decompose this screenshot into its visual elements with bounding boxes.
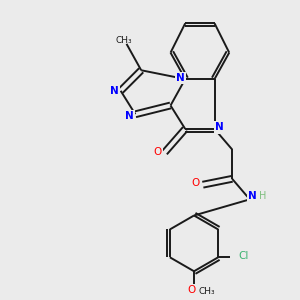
- Text: O: O: [187, 285, 195, 295]
- Text: N: N: [110, 86, 119, 96]
- Text: H: H: [259, 191, 267, 201]
- Text: Cl: Cl: [238, 251, 248, 261]
- Text: N: N: [249, 191, 256, 201]
- Text: O: O: [191, 178, 200, 188]
- Text: N: N: [126, 111, 133, 121]
- Text: O: O: [191, 178, 200, 188]
- Text: CH₃: CH₃: [199, 287, 215, 296]
- Text: O: O: [187, 285, 195, 295]
- Text: N: N: [248, 191, 257, 201]
- Text: N: N: [176, 73, 185, 82]
- Text: N: N: [125, 111, 134, 121]
- Text: CH₃: CH₃: [115, 36, 132, 45]
- Text: N: N: [111, 86, 119, 96]
- Text: O: O: [153, 147, 162, 158]
- Text: N: N: [214, 122, 223, 133]
- Text: N: N: [176, 73, 185, 82]
- Text: N: N: [214, 122, 223, 133]
- Text: O: O: [153, 147, 161, 158]
